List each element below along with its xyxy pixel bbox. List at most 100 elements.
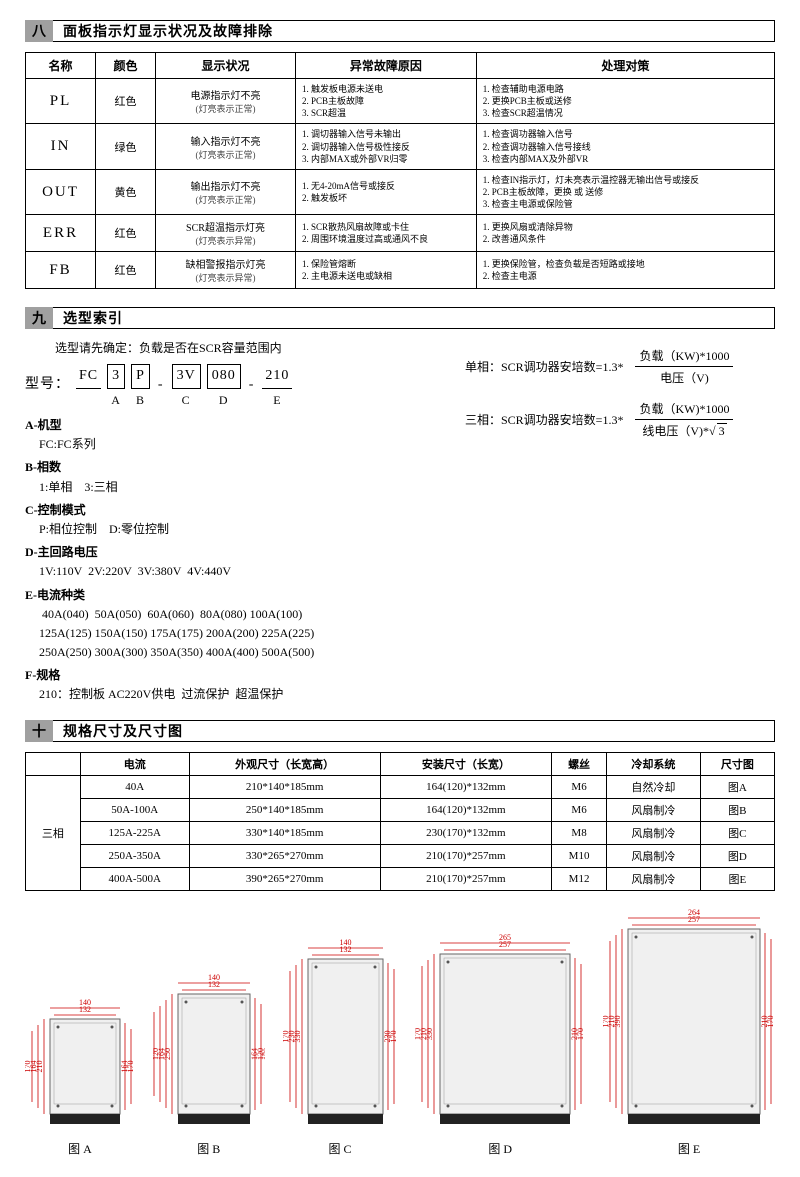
diagram: 140 132 330 230 170 230 170 图 C: [283, 939, 398, 1157]
cell-outer: 330*140*185mm: [189, 821, 380, 844]
key-group-C: C-控制模式 P:相位控制 D:零位控制: [25, 501, 445, 539]
cell-current: 40A: [80, 775, 189, 798]
led-name: ERR: [26, 215, 96, 252]
fault-cause: 1. 调切器输入信号未输出2. 调切器输入信号极性接反3. 内部MAX或外部VR…: [296, 124, 477, 169]
section-9-number: 九: [25, 307, 53, 329]
key-heading: D-主回路电压: [25, 543, 445, 562]
led-name: FB: [26, 252, 96, 289]
fault-cause: 1. 触发板电源未送电2. PCB主板故障3. SCR超温: [296, 79, 477, 124]
key-group-F: F-规格 210：控制板 AC220V供电 过流保护 超温保护: [25, 666, 445, 704]
formula-three-phase: 三相：SCR调功器安培数=1.3* 负载（KW)*1000 线电压（V)*√3: [465, 400, 775, 439]
preface: 选型请先确定：负载是否在SCR容量范围内: [25, 339, 445, 358]
dimension-drawing: 140 132 250 164 120 170 164 120 170: [153, 974, 265, 1134]
diagram-label: 图 B: [197, 1140, 220, 1157]
cell-screw: M6: [552, 775, 607, 798]
fault-cause: 1. SCR散热风扇故障或卡住2. 周围环境温度过高或通风不良: [296, 215, 477, 252]
section-8-header: 八 面板指示灯显示状况及故障排除: [25, 20, 775, 42]
svg-text:170: 170: [25, 1060, 32, 1072]
fault-cause: 1. 保险管熔断2. 主电源未送电或缺相: [296, 252, 477, 289]
key-heading: F-规格: [25, 666, 445, 685]
key-values: P:相位控制 D:零位控制: [25, 520, 445, 539]
cell-mount: 230(170)*132mm: [380, 821, 552, 844]
diagram: 264 257 390 210 170 210 170 图 E: [603, 909, 775, 1157]
table-row: OUT 黄色 输出指示灯不亮(灯亮表示正常) 1. 无4-20mA信号或接反2.…: [26, 169, 775, 214]
key-group-A: A-机型 FC:FC系列: [25, 416, 445, 454]
key-heading: C-控制模式: [25, 501, 445, 520]
led-status: 电源指示灯不亮(灯亮表示正常): [156, 79, 296, 124]
diagram: 140 132 210 164 170 164 170 图 A: [25, 999, 135, 1157]
led-color: 红色: [96, 79, 156, 124]
svg-text:257: 257: [499, 940, 511, 949]
diagram-label: 图 A: [68, 1140, 92, 1157]
cell-screw: M12: [552, 867, 607, 890]
cell-cooling: 风扇制冷: [606, 821, 700, 844]
svg-text:170: 170: [415, 1028, 422, 1040]
key-heading: B-相数: [25, 458, 445, 477]
cell-fig: 图C: [700, 821, 774, 844]
cell-current: 125A-225A: [80, 821, 189, 844]
section-8-number: 八: [25, 20, 53, 42]
svg-text:170: 170: [283, 1030, 290, 1042]
key-values: FC:FC系列: [25, 435, 445, 454]
diagram: 140 132 250 164 120 170 164 120 170 图 B: [153, 974, 265, 1157]
cell-cooling: 风扇制冷: [606, 844, 700, 867]
svg-text:170: 170: [766, 1015, 775, 1027]
diagram-label: 图 C: [328, 1140, 351, 1157]
dimension-drawing: 264 257 390 210 170 210 170: [603, 909, 775, 1134]
table-row: 三相 40A 210*140*185mm 164(120)*132mm M6 自…: [26, 775, 775, 798]
section-9-header: 九 选型索引: [25, 307, 775, 329]
cell-mount: 210(170)*257mm: [380, 867, 552, 890]
section-10-header: 十 规格尺寸及尺寸图: [25, 720, 775, 742]
led-color: 绿色: [96, 124, 156, 169]
dimensions-table: 电流外观尺寸（长宽高）安装尺寸（长宽）螺丝冷却系统尺寸图 三相 40A 210*…: [25, 752, 775, 891]
led-status: SCR超温指示灯亮(灯亮表示异常): [156, 215, 296, 252]
table-row: 50A-100A 250*140*185mm 164(120)*132mm M6…: [26, 798, 775, 821]
cell-current: 50A-100A: [80, 798, 189, 821]
section-10-title: 规格尺寸及尺寸图: [53, 720, 775, 742]
fault-action: 1. 检查调功器输入信号2. 检查调功器输入信号接线3. 检查内部MAX及外部V…: [476, 124, 774, 169]
cell-fig: 图A: [700, 775, 774, 798]
cell-cooling: 风扇制冷: [606, 867, 700, 890]
dimension-drawing: 140 132 210 164 170 164 170: [25, 999, 135, 1134]
model-label: 型号：: [25, 374, 70, 410]
cell-outer: 390*265*270mm: [189, 867, 380, 890]
table-row: ERR 红色 SCR超温指示灯亮(灯亮表示异常) 1. SCR散热风扇故障或卡住…: [26, 215, 775, 252]
col-cause: 异常故障原因: [296, 53, 477, 79]
dimension-diagrams: 140 132 210 164 170 164 170 图 A 140 132 …: [25, 909, 775, 1157]
cell-current: 400A-500A: [80, 867, 189, 890]
fault-table: 名称 颜色 显示状况 异常故障原因 处理对策 PL 红色 电源指示灯不亮(灯亮表…: [25, 52, 775, 289]
svg-text:170: 170: [576, 1028, 585, 1040]
dimension-drawing: 265 257 330 210 170 210 170: [415, 934, 585, 1134]
led-color: 红色: [96, 215, 156, 252]
section-9-body: 选型请先确定：负载是否在SCR容量范围内 型号： FC 3A PB - 3VC …: [25, 339, 775, 704]
fault-action: 1. 检查IN指示灯，灯未亮表示温控器无输出信号或接反2. PCB主板故障，更换…: [476, 169, 774, 214]
diagram-label: 图 E: [678, 1140, 700, 1157]
key-values: 210：控制板 AC220V供电 过流保护 超温保护: [25, 685, 445, 704]
formulas: 单相：SCR调功器安培数=1.3* 负载（KW)*1000 电压（V) 三相：S…: [465, 339, 775, 704]
col-status: 显示状况: [156, 53, 296, 79]
svg-text:132: 132: [79, 1005, 91, 1014]
key-group-D: D-主回路电压 1V:110V 2V:220V 3V:380V 4V:440V: [25, 543, 445, 581]
led-status: 输入指示灯不亮(灯亮表示正常): [156, 124, 296, 169]
section-9-title: 选型索引: [53, 307, 775, 329]
diagram-label: 图 D: [488, 1140, 512, 1157]
key-group-E: E-电流种类 40A(040) 50A(050) 60A(060) 80A(08…: [25, 586, 445, 663]
table-row: 125A-225A 330*140*185mm 230(170)*132mm M…: [26, 821, 775, 844]
col-color: 颜色: [96, 53, 156, 79]
led-color: 黄色: [96, 169, 156, 214]
svg-text:170: 170: [603, 1015, 610, 1027]
cell-cooling: 自然冷却: [606, 775, 700, 798]
col-header: 螺丝: [552, 752, 607, 775]
col-header: 冷却系统: [606, 752, 700, 775]
cell-fig: 图B: [700, 798, 774, 821]
selection-guide: 选型请先确定：负载是否在SCR容量范围内 型号： FC 3A PB - 3VC …: [25, 339, 445, 704]
dimension-drawing: 140 132 330 230 170 230 170: [283, 939, 398, 1134]
cell-outer: 330*265*270mm: [189, 844, 380, 867]
model-designation: 型号： FC 3A PB - 3VC 080D - 210E: [25, 364, 445, 410]
led-status: 输出指示灯不亮(灯亮表示正常): [156, 169, 296, 214]
table-row: 250A-350A 330*265*270mm 210(170)*257mm M…: [26, 844, 775, 867]
cell-mount: 164(120)*132mm: [380, 775, 552, 798]
cell-outer: 250*140*185mm: [189, 798, 380, 821]
svg-text:170: 170: [262, 1048, 265, 1060]
key-values: 1V:110V 2V:220V 3V:380V 4V:440V: [25, 562, 445, 581]
